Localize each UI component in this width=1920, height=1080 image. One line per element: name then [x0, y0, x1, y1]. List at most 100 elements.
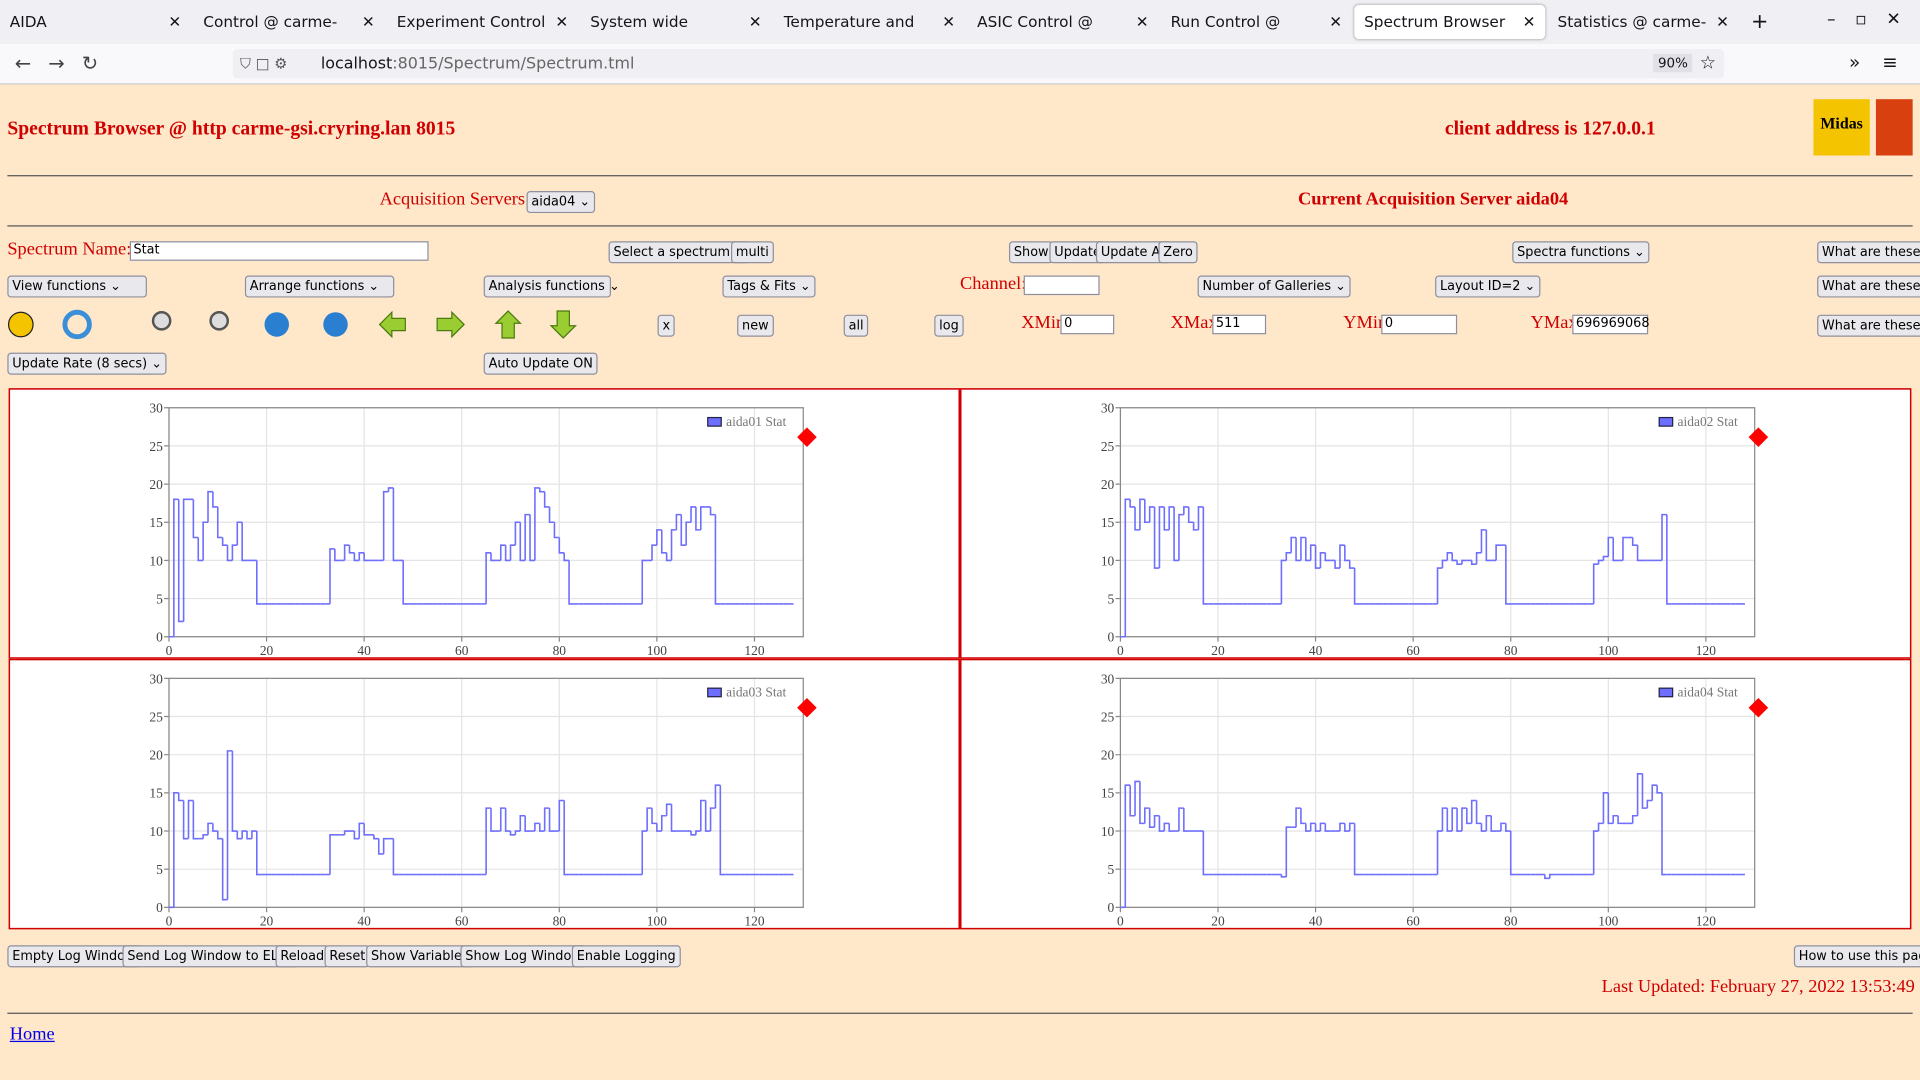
select[interactable]: Arrange functions	[244, 275, 395, 298]
select[interactable]: Number of Galleries	[1197, 275, 1351, 298]
bookmark[interactable]: ☆	[1699, 51, 1717, 74]
logo: Midas	[1813, 99, 1870, 156]
ymin-input[interactable]: 0	[1381, 314, 1458, 335]
logo-tcl	[1875, 99, 1913, 156]
tab[interactable]: ASIC Control @ carme-g✕	[967, 5, 1158, 39]
y-tick-label: 5	[1108, 591, 1115, 606]
button[interactable]: Send Log Window to ELog	[122, 945, 299, 968]
select[interactable]: Analysis functions	[483, 275, 612, 298]
y-tick-label: 0	[156, 900, 163, 915]
icon[interactable]	[264, 312, 289, 337]
tab[interactable]: System wide Checks @ c✕	[580, 5, 771, 39]
tab[interactable]: Statistics @ carme-gsi✕	[1548, 5, 1739, 39]
zoom[interactable]: 90%	[1653, 53, 1693, 73]
x-tick-label: 120	[1696, 643, 1716, 658]
line-step	[1456, 560, 1462, 566]
button[interactable]: Reset	[324, 945, 371, 968]
button[interactable]: Show Variables	[366, 945, 474, 968]
button[interactable]: all	[843, 314, 869, 337]
tab[interactable]: Control @ carme-gsi✕	[193, 5, 384, 39]
button[interactable]: Show	[1008, 241, 1054, 264]
spectrum-input[interactable]: Stat	[129, 241, 429, 261]
y-tick-label: 10	[149, 553, 163, 568]
button[interactable]: log	[934, 314, 964, 337]
line-step	[377, 838, 384, 855]
select[interactable]: View functions	[7, 275, 147, 298]
line-step	[1139, 781, 1145, 825]
line-step	[700, 506, 706, 530]
tab[interactable]: Temperature and status✕	[774, 5, 965, 39]
line-step	[1168, 506, 1175, 530]
button[interactable]: multi	[731, 241, 774, 264]
tab-title: Control @ carme-gsi	[203, 12, 338, 31]
button[interactable]: Zero	[1158, 241, 1198, 264]
button[interactable]: Empty Log Window	[7, 945, 141, 968]
line-step	[1324, 552, 1331, 562]
tab[interactable]: Run Control @ carme-gs✕	[1161, 5, 1352, 39]
line-step	[1285, 551, 1292, 561]
icon[interactable]	[494, 310, 522, 339]
button[interactable]: Enable Logging	[571, 945, 681, 968]
line-step	[1290, 536, 1297, 553]
ymax-input[interactable]: 696969068	[1572, 314, 1650, 335]
menu[interactable]: »≡	[1848, 51, 1920, 74]
button[interactable]: Reload	[275, 945, 330, 968]
x-tick-label: 100	[1598, 914, 1618, 929]
button[interactable]: Auto Update ON	[483, 352, 598, 375]
select[interactable]: Update Rate (8 secs)	[7, 352, 167, 375]
line-step	[1144, 807, 1150, 824]
line-step	[1353, 568, 1360, 605]
icon[interactable]	[151, 311, 172, 331]
icon[interactable]	[62, 309, 92, 340]
line-step	[1285, 826, 1292, 877]
channel-input[interactable]	[1023, 275, 1100, 296]
line-step	[1656, 785, 1662, 794]
url-bar[interactable]	[232, 48, 1725, 79]
select[interactable]: Tags & Fits	[722, 275, 816, 298]
tab-title: Statistics @ carme-gsi	[1557, 12, 1707, 31]
home-link[interactable]: Home	[9, 1024, 55, 1045]
button[interactable]: Show Log Window	[460, 945, 587, 968]
icon[interactable]	[209, 311, 229, 331]
tab[interactable]: AIDA ✕	[0, 5, 191, 39]
button[interactable]: What are these?	[1817, 241, 1920, 264]
icon[interactable]	[7, 311, 34, 338]
select[interactable]: Layout ID=2	[1435, 275, 1541, 298]
x-tick-label: 40	[1309, 643, 1323, 658]
line-step	[1475, 800, 1482, 825]
icon[interactable]	[323, 312, 348, 337]
xmin-input[interactable]: 0	[1060, 314, 1115, 335]
icon[interactable]	[436, 310, 465, 339]
line-step	[1163, 822, 1170, 832]
server-select[interactable]: aida04	[526, 191, 596, 214]
nav-buttons[interactable]: ←→↻	[14, 51, 116, 75]
line-step	[504, 808, 511, 832]
button[interactable]: What are these?	[1817, 275, 1920, 298]
tab-active[interactable]: Spectrum Browser @ ca✕	[1354, 4, 1546, 40]
icon[interactable]	[549, 310, 577, 339]
xmax-input[interactable]: 511	[1212, 314, 1267, 335]
line-step	[202, 834, 209, 839]
line-step	[353, 831, 360, 840]
window-controls[interactable]: –▫✕	[1826, 9, 1920, 30]
line-step	[1139, 498, 1145, 530]
button[interactable]: What are these?	[1817, 314, 1920, 337]
icon[interactable]	[378, 310, 406, 339]
button[interactable]: Update	[1049, 241, 1106, 264]
panel-border	[960, 658, 1912, 930]
select[interactable]: Select a spectrum	[608, 241, 750, 264]
line-step	[1305, 537, 1311, 562]
tab[interactable]: Experiment Control @ ca✕	[387, 5, 578, 39]
x-tick-label: 80	[1504, 643, 1518, 658]
panel-border	[8, 388, 961, 659]
button[interactable]: Update All	[1095, 241, 1173, 264]
marker	[1748, 427, 1769, 447]
new-tab[interactable]: +	[1751, 9, 1769, 35]
line-step	[1456, 808, 1462, 832]
button[interactable]: x	[657, 314, 675, 337]
button[interactable]: new	[737, 314, 774, 337]
button[interactable]: How to use this page	[1793, 945, 1920, 968]
line-step	[1148, 506, 1155, 523]
select[interactable]: Spectra functions	[1512, 241, 1650, 264]
